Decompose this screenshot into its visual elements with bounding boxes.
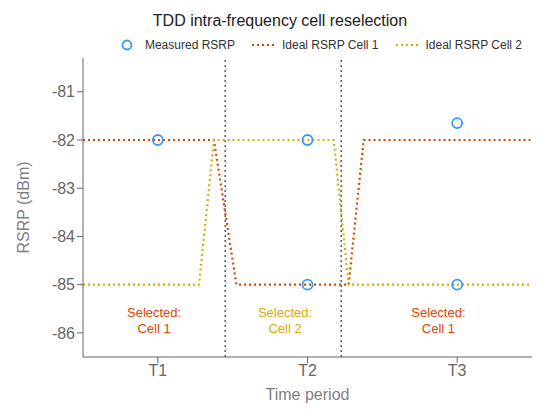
html-text:Ideal RSRP Cell 2: Ideal RSRP Cell 2 bbox=[425, 38, 522, 52]
svg-text:T1: T1 bbox=[148, 362, 167, 379]
svg-text:RSRP (dBm): RSRP (dBm) bbox=[15, 161, 32, 253]
html-text:TDD intra-frequency cell resel: TDD intra-frequency cell reselection bbox=[152, 12, 408, 29]
html-text:Ideal RSRP Cell 1: Ideal RSRP Cell 1 bbox=[282, 38, 379, 52]
svg-text:T3: T3 bbox=[448, 362, 467, 379]
svg-text:-86: -86 bbox=[52, 325, 75, 342]
svg-text:-84: -84 bbox=[52, 228, 75, 245]
svg-text:Selected:Cell 1: Selected:Cell 1 bbox=[127, 305, 181, 336]
svg-text:Selected:Cell 2: Selected:Cell 2 bbox=[258, 305, 312, 336]
svg-text:Time period: Time period bbox=[266, 386, 350, 403]
svg-text:T2: T2 bbox=[298, 362, 317, 379]
svg-text:-85: -85 bbox=[52, 276, 75, 293]
html-text:Measured RSRP: Measured RSRP bbox=[145, 38, 235, 52]
svg-text:-81: -81 bbox=[52, 83, 75, 100]
svg-text:-82: -82 bbox=[52, 132, 75, 149]
svg-text:-83: -83 bbox=[52, 180, 75, 197]
svg-text:Selected:Cell 1: Selected:Cell 1 bbox=[411, 305, 465, 336]
